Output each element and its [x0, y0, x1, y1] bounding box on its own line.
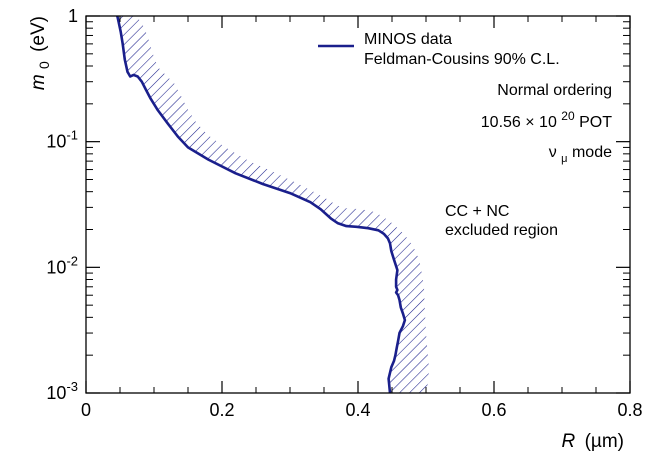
annotation-pot: 10.56 × 10 20 POT — [481, 107, 612, 131]
y-axis-title: m 0 (eV) — [28, 16, 54, 90]
legend-label-line1: MINOS data — [364, 31, 452, 48]
y-tick-label: 10-2 — [46, 253, 78, 277]
y-axis: 1 10-1 10-2 10-3 — [46, 6, 630, 403]
y-tick-label: 10-3 — [46, 379, 78, 403]
y-tick-label: 1 — [68, 6, 78, 26]
legend-label-line2: Feldman-Cousins 90% C.L. — [364, 51, 560, 68]
y-axis-var: m — [28, 74, 49, 90]
annotation-mode-suffix: mode — [572, 144, 612, 161]
plot-area: 0 0.2 0.4 0.6 0.8 1 10-1 10-2 10-3 — [46, 6, 642, 420]
x-axis-title: R (µm) — [562, 431, 624, 452]
annotation-mode-nu: ν — [549, 144, 557, 161]
annotation-region-line1: CC + NC — [445, 203, 509, 220]
y-axis-unit: (eV) — [28, 16, 49, 52]
plot-frame — [85, 15, 631, 394]
annotation-region-line2: excluded region — [445, 222, 558, 239]
series-line-minos-data — [116, 16, 407, 393]
annotation-pot-prefix: 10.56 × 10 — [481, 114, 557, 131]
x-tick-label: 0.2 — [209, 400, 234, 420]
x-tick-label: 0.8 — [617, 400, 642, 420]
x-tick-label: 0.4 — [345, 400, 370, 420]
x-axis-var: R — [562, 431, 576, 452]
y-tick-label: 10-1 — [46, 128, 78, 152]
legend: MINOS data Feldman-Cousins 90% C.L. — [318, 31, 560, 68]
x-axis: 0 0.2 0.4 0.6 0.8 — [81, 16, 643, 420]
y-axis-var-subscript: 0 — [36, 61, 52, 69]
x-tick-label: 0.6 — [481, 400, 506, 420]
annotation-mode: ν μ mode — [549, 144, 612, 166]
x-axis-unit: (µm) — [585, 431, 624, 452]
annotation-pot-suffix: POT — [579, 114, 612, 131]
annotation-mode-mu: μ — [561, 153, 567, 165]
annotation-normal-ordering: Normal ordering — [497, 82, 612, 99]
excluded-region-hatch — [117, 16, 429, 393]
x-tick-label: 0 — [81, 400, 91, 420]
annotation-pot-exponent: 20 — [561, 109, 575, 123]
